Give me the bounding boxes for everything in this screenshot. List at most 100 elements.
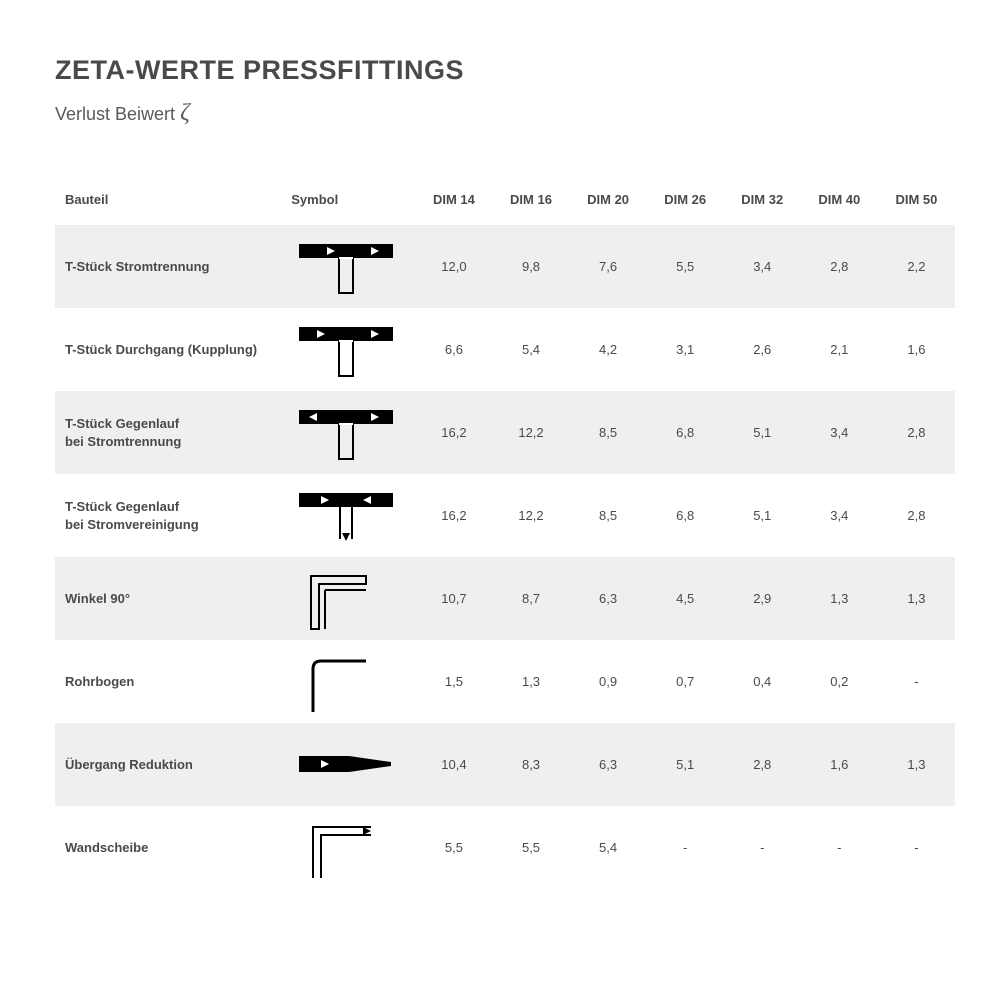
header-dim-20: DIM 20 — [570, 182, 647, 225]
value-cell: 2,6 — [724, 308, 801, 391]
reducer-icon — [291, 730, 401, 800]
value-cell: 5,4 — [492, 308, 569, 391]
zeta-table: Bauteil Symbol DIM 14 DIM 16 DIM 20 DIM … — [55, 182, 955, 889]
page-title: ZETA-WERTE PRESSFITTINGS — [55, 55, 955, 86]
component-name: Übergang Reduktion — [55, 723, 285, 806]
value-cell: - — [878, 640, 955, 723]
value-cell: 1,3 — [878, 723, 955, 806]
value-cell: 0,2 — [801, 640, 878, 723]
value-cell: 1,3 — [801, 557, 878, 640]
symbol-cell — [285, 557, 415, 640]
component-name: Rohrbogen — [55, 640, 285, 723]
table-row: Rohrbogen 1,51,30,90,70,40,2- — [55, 640, 955, 723]
zeta-symbol: ζ — [180, 100, 190, 126]
value-cell: 6,8 — [647, 391, 724, 474]
value-cell: 4,2 — [570, 308, 647, 391]
value-cell: 5,5 — [415, 806, 492, 889]
table-row: T-Stück Stromtrennung12,09,87,65,53,42,8… — [55, 225, 955, 308]
value-cell: 1,5 — [415, 640, 492, 723]
value-cell: 2,9 — [724, 557, 801, 640]
bend-icon — [291, 647, 401, 717]
value-cell: 3,4 — [801, 474, 878, 557]
value-cell: 2,8 — [878, 391, 955, 474]
value-cell: 3,4 — [801, 391, 878, 474]
elbow90-icon — [291, 564, 401, 634]
symbol-cell — [285, 640, 415, 723]
header-dim-32: DIM 32 — [724, 182, 801, 225]
value-cell: 2,8 — [724, 723, 801, 806]
value-cell: 8,7 — [492, 557, 569, 640]
value-cell: 5,4 — [570, 806, 647, 889]
value-cell: 6,3 — [570, 723, 647, 806]
t-counter-sep-icon — [291, 398, 401, 468]
header-row: Bauteil Symbol DIM 14 DIM 16 DIM 20 DIM … — [55, 182, 955, 225]
value-cell: - — [801, 806, 878, 889]
t-through-icon — [291, 315, 401, 385]
table-row: Übergang Reduktion 10,48,36,35,12,81,61,3 — [55, 723, 955, 806]
value-cell: 6,6 — [415, 308, 492, 391]
value-cell: - — [647, 806, 724, 889]
value-cell: 8,5 — [570, 474, 647, 557]
value-cell: 6,8 — [647, 474, 724, 557]
value-cell: 6,3 — [570, 557, 647, 640]
table-row: Wandscheibe5,55,55,4---- — [55, 806, 955, 889]
value-cell: 0,7 — [647, 640, 724, 723]
header-symbol: Symbol — [285, 182, 415, 225]
value-cell: 1,3 — [492, 640, 569, 723]
symbol-cell — [285, 225, 415, 308]
component-name: Wandscheibe — [55, 806, 285, 889]
table-row: T-Stück Durchgang (Kupplung) 6,65,44,23,1… — [55, 308, 955, 391]
symbol-cell — [285, 308, 415, 391]
header-dim-26: DIM 26 — [647, 182, 724, 225]
table-row: T-Stück Gegenlaufbei Stromvereinigung 16,… — [55, 474, 955, 557]
header-component: Bauteil — [55, 182, 285, 225]
value-cell: 3,4 — [724, 225, 801, 308]
symbol-cell — [285, 474, 415, 557]
value-cell: 10,4 — [415, 723, 492, 806]
value-cell: 3,1 — [647, 308, 724, 391]
symbol-cell — [285, 723, 415, 806]
t-sep-icon — [291, 232, 401, 302]
wall-icon — [291, 813, 401, 883]
subtitle: Verlust Beiwert ζ — [55, 100, 955, 127]
t-counter-join-icon — [291, 481, 401, 551]
value-cell: 4,5 — [647, 557, 724, 640]
value-cell: 16,2 — [415, 474, 492, 557]
value-cell: 10,7 — [415, 557, 492, 640]
value-cell: 9,8 — [492, 225, 569, 308]
value-cell: 1,6 — [801, 723, 878, 806]
value-cell: - — [878, 806, 955, 889]
component-name: Winkel 90° — [55, 557, 285, 640]
value-cell: 12,2 — [492, 474, 569, 557]
value-cell: 0,4 — [724, 640, 801, 723]
subtitle-text: Verlust Beiwert — [55, 104, 180, 124]
value-cell: - — [724, 806, 801, 889]
value-cell: 1,3 — [878, 557, 955, 640]
component-name: T-Stück Gegenlaufbei Stromvereinigung — [55, 474, 285, 557]
symbol-cell — [285, 806, 415, 889]
value-cell: 5,5 — [647, 225, 724, 308]
symbol-cell — [285, 391, 415, 474]
component-name: T-Stück Gegenlaufbei Stromtrennung — [55, 391, 285, 474]
value-cell: 5,1 — [724, 391, 801, 474]
value-cell: 2,8 — [878, 474, 955, 557]
value-cell: 12,2 — [492, 391, 569, 474]
component-name: T-Stück Durchgang (Kupplung) — [55, 308, 285, 391]
value-cell: 8,3 — [492, 723, 569, 806]
value-cell: 2,8 — [801, 225, 878, 308]
value-cell: 0,9 — [570, 640, 647, 723]
value-cell: 16,2 — [415, 391, 492, 474]
table-row: Winkel 90°10,78,76,34,52,91,31,3 — [55, 557, 955, 640]
value-cell: 5,5 — [492, 806, 569, 889]
header-dim-40: DIM 40 — [801, 182, 878, 225]
value-cell: 8,5 — [570, 391, 647, 474]
value-cell: 1,6 — [878, 308, 955, 391]
value-cell: 5,1 — [724, 474, 801, 557]
header-dim-14: DIM 14 — [415, 182, 492, 225]
value-cell: 2,2 — [878, 225, 955, 308]
header-dim-16: DIM 16 — [492, 182, 569, 225]
value-cell: 5,1 — [647, 723, 724, 806]
value-cell: 2,1 — [801, 308, 878, 391]
component-name: T-Stück Stromtrennung — [55, 225, 285, 308]
table-row: T-Stück Gegenlaufbei Stromtrennung 16,212… — [55, 391, 955, 474]
